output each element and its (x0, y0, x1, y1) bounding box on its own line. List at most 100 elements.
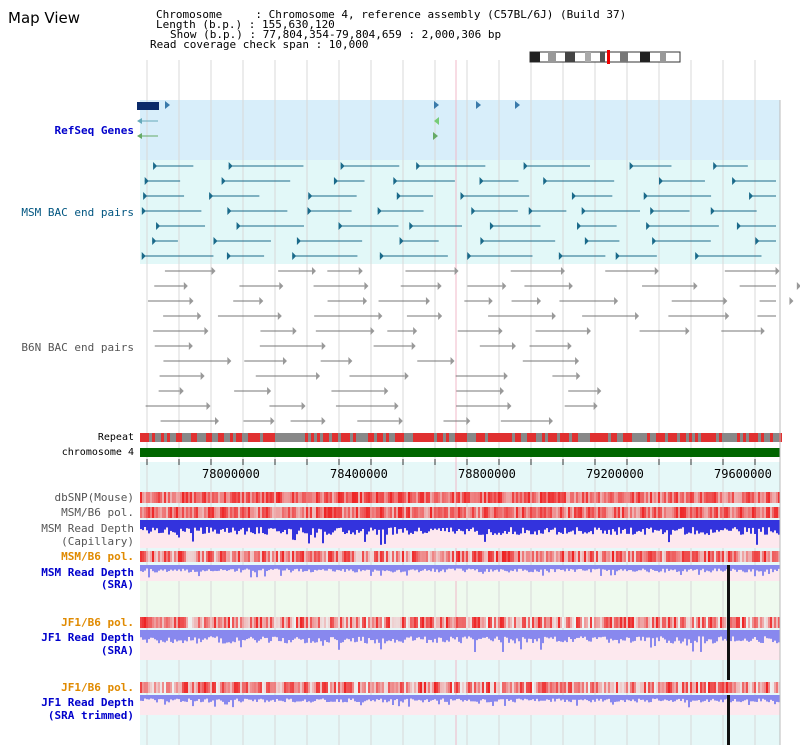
msm-depth-cap (746, 520, 748, 532)
track-label-msm-pol[interactable]: MSM/B6 pol. (61, 506, 134, 519)
jf1-pol-heat (578, 617, 580, 628)
track-label-jf1-depth-trim[interactable]: JF1 Read Depth (41, 696, 134, 709)
jf1-depth-trim (760, 695, 762, 702)
msm-pol2-heat (154, 551, 156, 562)
repeat-segment (224, 433, 227, 442)
dbsnp-heat (466, 492, 468, 503)
track-label-msm-bac[interactable]: MSM BAC end pairs (21, 206, 134, 219)
jf1-depth-sra (152, 630, 154, 638)
jf1-depth-sra (270, 630, 272, 642)
msm-pol2-heat (476, 551, 478, 562)
track-label-jf1-pol-2[interactable]: JF1/B6 pol. (61, 681, 134, 694)
msm-pol2-heat (674, 551, 676, 562)
msm-pol2-heat (470, 551, 472, 562)
dbsnp-heat (422, 492, 424, 503)
axis-tick-label: 78000000 (202, 467, 260, 481)
msm-pol2-heat (276, 551, 278, 562)
msm-bac-end (755, 237, 760, 245)
jf1-pol-heat (404, 617, 406, 628)
jf1-depth-sra (674, 630, 676, 642)
jf1-depth-trim (606, 695, 608, 700)
jf1-pol-heat (636, 617, 638, 628)
b6n-bac-end (498, 327, 503, 335)
jf1-depth-trim (702, 695, 704, 702)
track-label-msm-depth-sra[interactable]: MSM Read Depth (41, 566, 134, 579)
msm-depth-sra (704, 565, 706, 573)
msm-pol-heat (572, 507, 574, 518)
msm-pol2-heat (714, 551, 716, 562)
msm-depth-sra (672, 565, 674, 571)
jf1-depth-sra (722, 630, 724, 641)
dbsnp-heat (284, 492, 286, 503)
jf1-pol2-heat (544, 682, 546, 693)
msm-depth-sra (298, 565, 300, 572)
repeat-segment (389, 433, 392, 442)
msm-depth-cap (154, 520, 156, 531)
msm-pol-heat (700, 507, 702, 518)
jf1-pol-heat (338, 617, 340, 628)
dbsnp-heat (140, 492, 142, 503)
track-label-msm-pol-2[interactable]: MSM/B6 pol. (61, 550, 134, 563)
jf1-depth-sra (690, 630, 692, 644)
jf1-pol-heat (710, 617, 712, 628)
jf1-pol-heat (328, 617, 330, 628)
jf1-depth-trim (472, 695, 474, 702)
jf1-depth-trim (316, 695, 318, 700)
msm-depth-sra (636, 565, 638, 572)
msm-pol2-heat (660, 551, 662, 562)
msm-pol-heat (612, 507, 614, 518)
repeat-segment (305, 433, 308, 442)
jf1-pol2-heat (264, 682, 266, 693)
jf1-pol-heat (682, 617, 684, 628)
msm-pol-heat (180, 507, 182, 518)
msm-pol2-heat (394, 551, 396, 562)
jf1-pol-heat (570, 617, 572, 628)
dbsnp-heat (194, 492, 196, 503)
jf1-pol2-heat (752, 682, 754, 693)
msm-depth-cap (692, 520, 694, 528)
jf1-depth-trim (202, 695, 204, 702)
jf1-pol2-heat (500, 682, 502, 693)
msm-pol2-heat (202, 551, 204, 562)
jf1-depth-sra (584, 630, 586, 637)
dbsnp-heat (538, 492, 540, 503)
msm-depth-sra (212, 565, 214, 572)
jf1-depth-sra (242, 630, 244, 641)
jf1-pol-heat (606, 617, 608, 628)
jf1-pol2-heat (560, 682, 562, 693)
track-label-dbsnp[interactable]: dbSNP(Mouse) (54, 491, 134, 504)
msm-pol-heat (730, 507, 732, 518)
jf1-depth-sra (346, 630, 348, 639)
msm-pol2-heat (256, 551, 258, 562)
repeat-segment (755, 433, 758, 442)
jf1-depth-sra (248, 630, 250, 639)
msm-depth-cap (286, 520, 288, 535)
msm-pol2-heat (326, 551, 328, 562)
msm-pol-heat (592, 507, 594, 518)
track-label-b6n-bac[interactable]: B6N BAC end pairs (21, 341, 134, 354)
jf1-depth-trim (294, 695, 296, 703)
msm-depth-sra (320, 565, 322, 571)
jf1-depth-trim (264, 695, 266, 703)
msm-depth-cap (228, 520, 230, 533)
track-label-jf1-depth-sra[interactable]: JF1 Read Depth (41, 631, 134, 644)
msm-depth-sra (482, 565, 484, 574)
track-label-refseq[interactable]: RefSeq Genes (54, 124, 134, 137)
jf1-depth-sra (424, 630, 426, 637)
repeat-segment (683, 433, 686, 442)
jf1-pol-heat (466, 617, 468, 628)
repeat-segment (221, 433, 224, 442)
jf1-pol-heat (194, 617, 196, 628)
repeat-segment (290, 433, 293, 442)
track-label-msm-depth-cap[interactable]: MSM Read Depth (41, 522, 134, 535)
jf1-depth-trim (460, 695, 462, 701)
jf1-pol-heat (608, 617, 610, 628)
track-label-jf1-pol[interactable]: JF1/B6 pol. (61, 616, 134, 629)
msm-depth-sra (382, 565, 384, 571)
jf1-pol-heat (480, 617, 482, 628)
msm-pol2-heat (472, 551, 474, 562)
dbsnp-heat (436, 492, 438, 503)
jf1-pol2-heat (714, 682, 716, 693)
jf1-depth-sra (282, 630, 284, 639)
